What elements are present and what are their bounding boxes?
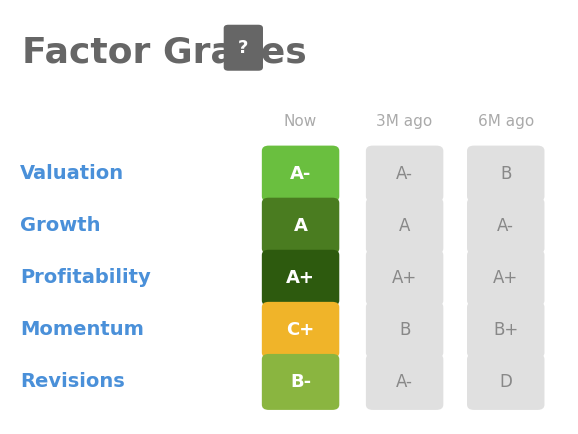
Text: Factor Grades: Factor Grades — [22, 35, 307, 69]
FancyBboxPatch shape — [262, 146, 339, 201]
FancyBboxPatch shape — [366, 354, 443, 410]
Text: A-: A- — [396, 373, 413, 391]
FancyBboxPatch shape — [467, 250, 544, 306]
FancyBboxPatch shape — [366, 146, 443, 201]
Text: A: A — [399, 217, 410, 235]
Text: Growth: Growth — [20, 216, 101, 235]
FancyBboxPatch shape — [224, 25, 263, 71]
Text: Revisions: Revisions — [20, 372, 125, 391]
Text: B: B — [500, 164, 512, 183]
Text: ?: ? — [238, 39, 249, 57]
Text: A-: A- — [290, 164, 311, 183]
FancyBboxPatch shape — [366, 302, 443, 358]
Text: A-: A- — [497, 217, 514, 235]
FancyBboxPatch shape — [467, 302, 544, 358]
Text: B+: B+ — [493, 321, 518, 339]
FancyBboxPatch shape — [467, 354, 544, 410]
FancyBboxPatch shape — [467, 198, 544, 253]
Text: A-: A- — [396, 164, 413, 183]
FancyBboxPatch shape — [262, 198, 339, 253]
Text: A+: A+ — [493, 269, 518, 287]
Text: A+: A+ — [286, 269, 315, 287]
Text: C+: C+ — [287, 321, 314, 339]
FancyBboxPatch shape — [366, 250, 443, 306]
Text: 3M ago: 3M ago — [376, 114, 433, 129]
Text: A: A — [294, 217, 307, 235]
FancyBboxPatch shape — [467, 146, 544, 201]
Text: Momentum: Momentum — [20, 320, 144, 339]
Text: Valuation: Valuation — [20, 164, 124, 183]
FancyBboxPatch shape — [366, 198, 443, 253]
Text: Profitability: Profitability — [20, 268, 151, 287]
Text: D: D — [499, 373, 512, 391]
Text: A+: A+ — [392, 269, 417, 287]
Text: B-: B- — [290, 373, 311, 391]
Text: Now: Now — [284, 114, 317, 129]
Text: B: B — [399, 321, 410, 339]
FancyBboxPatch shape — [262, 302, 339, 358]
Text: 6M ago: 6M ago — [477, 114, 534, 129]
FancyBboxPatch shape — [262, 250, 339, 306]
FancyBboxPatch shape — [262, 354, 339, 410]
